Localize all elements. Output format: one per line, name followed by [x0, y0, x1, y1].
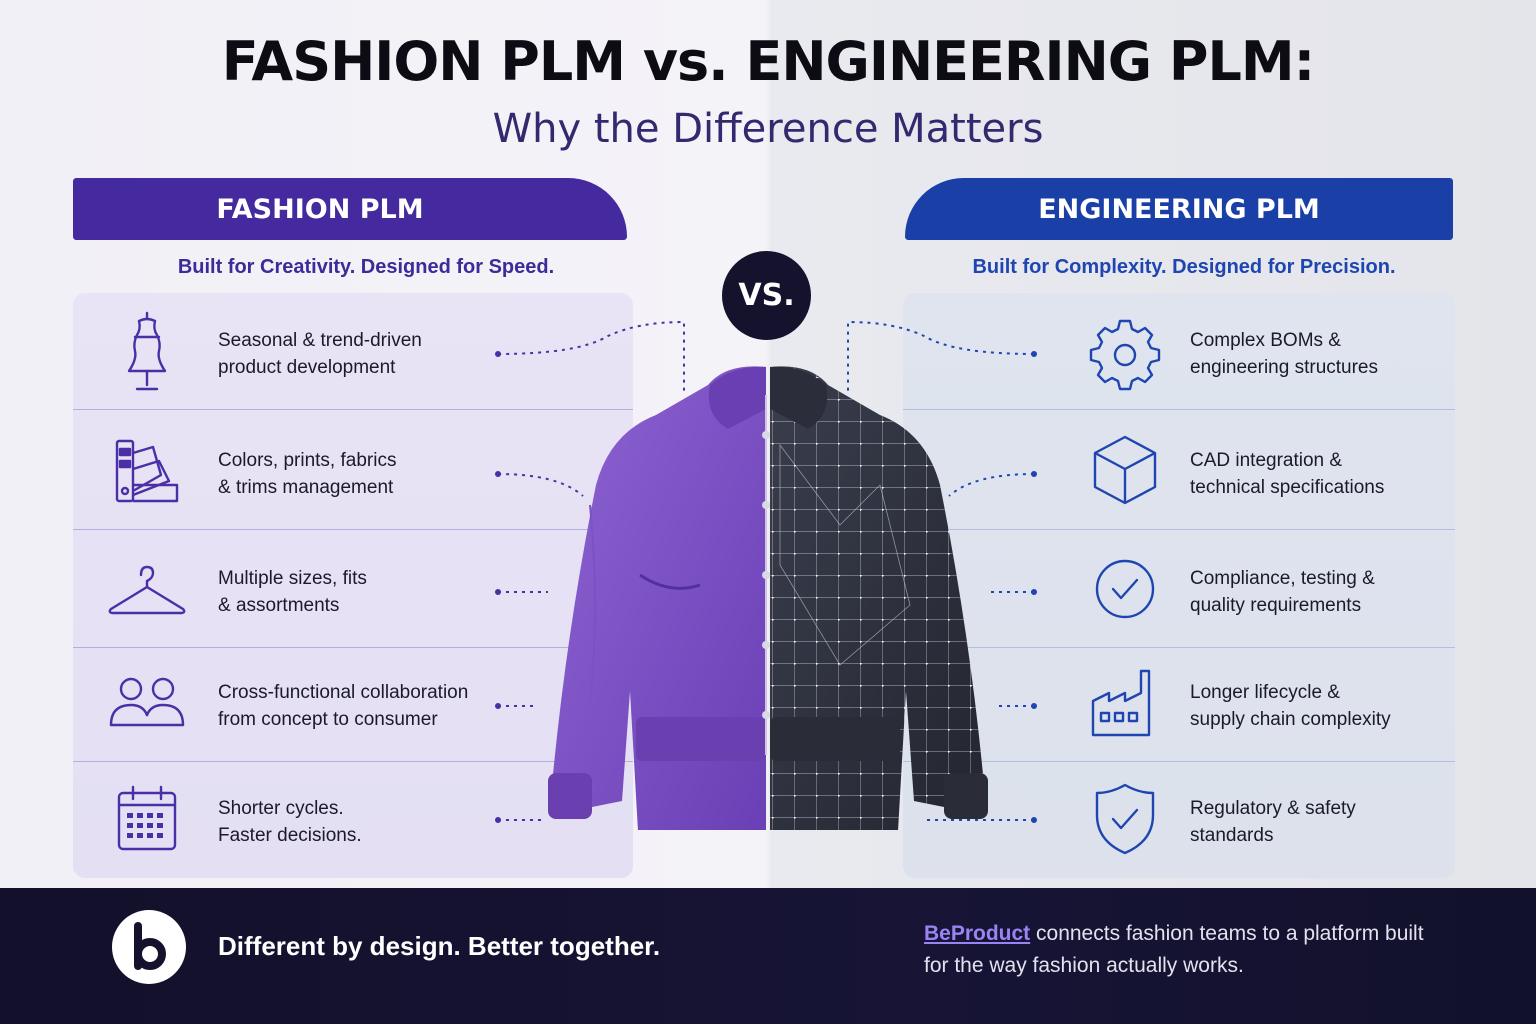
page-subtitle: Why the Difference Matters [492, 106, 1044, 152]
vs-badge: VS. [722, 251, 811, 340]
footer-slogan: Different by design. Better together. [218, 931, 661, 961]
fashion-item-text: Multiple sizes, fits & assortments [218, 568, 367, 616]
engineering-item-text: Regulatory & safety standards [1190, 798, 1356, 846]
gear-icon [1089, 319, 1161, 391]
engineering-item: Regulatory & safety standards [903, 761, 1455, 878]
shield-check-icon [1095, 783, 1155, 855]
check-circle-icon [1095, 559, 1155, 619]
calendar-icon [117, 785, 177, 851]
factory-icon [1091, 669, 1151, 737]
beproduct-logo-icon[interactable] [110, 908, 188, 986]
fashion-tagline: Built for Creativity. Designed for Speed… [177, 256, 555, 278]
fashion-item-text: Shorter cycles. Faster decisions. [218, 798, 362, 846]
dress-form-icon [127, 311, 167, 391]
page-title: FASHION PLM vs. ENGINEERING PLM: [221, 30, 1316, 93]
engineering-item-text: Compliance, testing & quality requirement… [1190, 568, 1375, 616]
color-swatch-icon [115, 439, 179, 503]
engineering-item: Longer lifecycle & supply chain complexit… [903, 645, 1455, 762]
footer-bar [0, 888, 1536, 1024]
engineering-plm-banner: ENGINEERING PLM [905, 178, 1453, 240]
footer-description: BeProduct connects fashion teams to a pl… [924, 918, 1444, 982]
fashion-item-text: Cross-functional collaboration from conce… [218, 682, 469, 730]
fashion-item: Colors, prints, fabrics & trims managemen… [73, 413, 633, 530]
beproduct-link[interactable]: BeProduct [924, 922, 1031, 945]
fashion-item: Multiple sizes, fits & assortments [73, 531, 633, 648]
fashion-plm-banner: FASHION PLM [73, 178, 627, 240]
engineering-tagline: Built for Complexity. Designed for Preci… [972, 256, 1396, 278]
team-icon [109, 677, 185, 727]
hanger-icon [108, 565, 186, 615]
jacket-illustration [548, 366, 988, 830]
fashion-item: Cross-functional collaboration from conce… [73, 645, 633, 762]
cube-icon [1093, 435, 1157, 505]
engineering-item: Complex BOMs & engineering structures [903, 293, 1455, 410]
fashion-item-text: Seasonal & trend-driven product developme… [218, 330, 422, 378]
engineering-item: CAD integration & technical specification… [903, 413, 1455, 530]
engineering-item-text: Complex BOMs & engineering structures [1190, 330, 1378, 378]
engineering-item: Compliance, testing & quality requirement… [903, 531, 1455, 648]
fashion-item: Seasonal & trend-driven product developme… [73, 293, 633, 410]
fashion-item: Shorter cycles. Faster decisions. [73, 761, 633, 878]
fashion-item-text: Colors, prints, fabrics & trims managemen… [218, 450, 397, 498]
footer-description-text: connects fashion teams to a platform bui… [924, 922, 1424, 977]
engineering-item-text: Longer lifecycle & supply chain complexit… [1190, 682, 1391, 730]
engineering-item-text: CAD integration & technical specification… [1190, 450, 1385, 498]
